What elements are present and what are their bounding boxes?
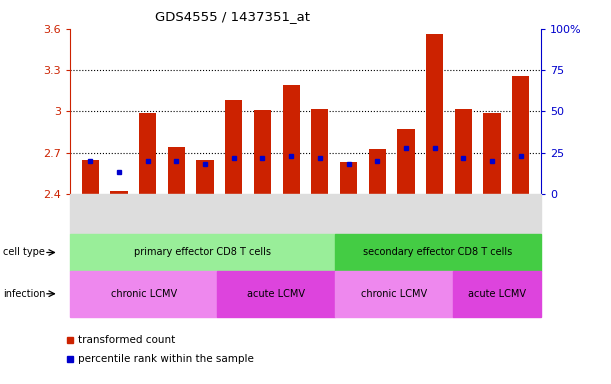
Text: chronic LCMV: chronic LCMV	[111, 289, 177, 299]
Bar	[397, 129, 414, 194]
Text: acute LCMV: acute LCMV	[467, 289, 525, 299]
Text: cell type: cell type	[3, 247, 45, 258]
Bar	[282, 85, 300, 194]
Bar	[197, 159, 214, 194]
Text: transformed count: transformed count	[78, 335, 175, 345]
Bar	[426, 34, 443, 194]
Text: acute LCMV: acute LCMV	[247, 289, 305, 299]
Bar	[254, 110, 271, 194]
Bar	[483, 113, 500, 194]
Text: chronic LCMV: chronic LCMV	[360, 289, 426, 299]
Bar	[340, 162, 357, 194]
Text: percentile rank within the sample: percentile rank within the sample	[78, 354, 254, 364]
Bar	[455, 109, 472, 194]
Bar	[139, 113, 156, 194]
Text: primary effector CD8 T cells: primary effector CD8 T cells	[134, 247, 271, 258]
Bar	[225, 100, 243, 194]
Bar	[368, 149, 386, 194]
Bar	[168, 147, 185, 194]
Bar	[512, 76, 529, 194]
Text: secondary effector CD8 T cells: secondary effector CD8 T cells	[363, 247, 513, 258]
Bar	[311, 109, 329, 194]
Text: infection: infection	[3, 289, 46, 299]
Bar	[111, 191, 128, 194]
Bar	[82, 159, 99, 194]
Text: GDS4555 / 1437351_at: GDS4555 / 1437351_at	[155, 10, 310, 23]
